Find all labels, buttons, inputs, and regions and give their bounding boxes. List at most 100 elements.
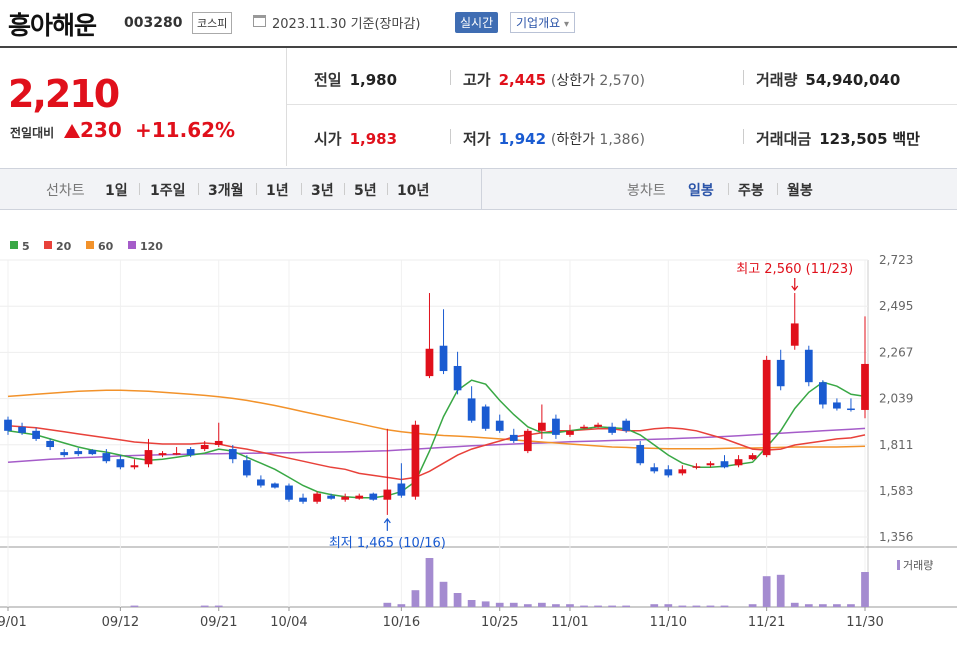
candle-body	[847, 408, 855, 411]
candle-body	[102, 453, 111, 462]
volume-bar	[425, 558, 434, 607]
candle-daily[interactable]: 일봉	[688, 183, 714, 199]
stat-sub-value: 2,570	[599, 73, 640, 89]
stat-label: 전일	[314, 71, 342, 89]
realtime-button[interactable]: 실시간	[455, 12, 499, 33]
y-tick-label: 1,356	[879, 530, 913, 544]
x-tick-label: 11/01	[551, 615, 588, 630]
candle-body	[271, 483, 279, 488]
up-triangle-icon	[64, 124, 80, 138]
stat-amount: 거래대금 123,505 백만	[756, 128, 920, 149]
candle-monthly[interactable]: 월봉	[787, 183, 813, 199]
volume-bar	[833, 604, 841, 607]
line-chart-label: 선차트	[46, 183, 85, 199]
period-3y[interactable]: 3년	[311, 183, 334, 199]
x-tick-label: 11/21	[748, 615, 785, 630]
legend-label-60: 60	[98, 240, 114, 253]
legend-label-120: 120	[140, 240, 163, 253]
volume-bar	[397, 604, 406, 607]
volume-bar	[495, 602, 504, 607]
y-tick-label: 2,039	[879, 392, 913, 406]
stock-name: 흥아해운	[8, 11, 97, 40]
x-tick-label: 09/21	[200, 615, 237, 630]
period-toolbar: 선차트 1일 1주일 3개월 1년 3년 5년 10년 봉차트 일봉 주봉 월봉	[0, 168, 957, 210]
period-1w[interactable]: 1주일	[150, 183, 186, 199]
candle-body	[88, 450, 97, 455]
candle-body	[538, 422, 546, 431]
period-1d[interactable]: 1일	[105, 183, 128, 199]
legend-label-5: 5	[22, 240, 30, 253]
candle-body	[144, 450, 153, 465]
x-tick-label: 10/25	[481, 615, 518, 630]
stock-code: 003280	[124, 15, 183, 31]
x-tick-label: 10/04	[270, 615, 307, 630]
candle-body	[833, 402, 841, 409]
company-overview-label: 기업개요	[516, 16, 561, 30]
calendar-icon	[253, 15, 266, 27]
legend-swatch-5	[10, 241, 18, 249]
stat-value: 54,940,040	[805, 71, 901, 89]
candle-body	[327, 495, 335, 499]
candle-body	[299, 497, 307, 502]
candle-body	[411, 424, 420, 497]
volume-bar	[509, 602, 518, 607]
volume-bar	[481, 601, 490, 607]
period-3m[interactable]: 3개월	[208, 183, 244, 199]
candle-body	[242, 460, 251, 476]
volume-bar	[706, 605, 715, 607]
candle-body	[74, 451, 83, 455]
volume-bar	[664, 604, 673, 607]
volume-legend-swatch	[897, 560, 900, 570]
volume-bar	[523, 604, 532, 607]
volume-bar	[678, 605, 687, 607]
volume-bar	[650, 604, 659, 607]
stat-sub-label: 하한가	[556, 132, 595, 148]
ma-5-line	[7, 379, 866, 499]
volume-bar	[594, 605, 602, 607]
candle-body	[580, 426, 588, 429]
stat-open: 시가 1,983	[314, 128, 397, 149]
volume-bar	[214, 605, 223, 607]
legend-swatch-20	[44, 241, 52, 249]
candle-body	[130, 465, 139, 468]
candle-body	[369, 493, 378, 500]
candle-body	[495, 420, 504, 431]
candle-body	[818, 382, 827, 405]
chevron-down-icon: ▾	[564, 19, 570, 30]
volume-bar	[762, 576, 771, 607]
y-tick-label: 2,267	[879, 345, 913, 359]
candle-body	[481, 406, 490, 429]
stat-value: 2,445	[498, 71, 547, 89]
period-10y[interactable]: 10년	[397, 183, 430, 199]
candle-body	[355, 495, 364, 499]
volume-bar	[720, 605, 729, 607]
candle-body	[257, 479, 265, 486]
candle-body	[158, 453, 167, 456]
period-1y[interactable]: 1년	[266, 183, 289, 199]
volume-bar	[130, 605, 139, 607]
candle-body	[200, 445, 209, 450]
company-overview-dropdown[interactable]: 기업개요 ▾	[510, 12, 576, 33]
candle-body	[720, 461, 729, 468]
volume-bar	[748, 604, 757, 607]
stat-value: 123,505	[819, 130, 888, 148]
current-price: 2,210	[8, 72, 120, 116]
volume-bar	[552, 604, 560, 607]
volume-bar	[776, 574, 785, 607]
period-5y[interactable]: 5년	[354, 183, 377, 199]
price-change: 230	[80, 118, 122, 142]
x-tick-label: 11/30	[846, 615, 883, 630]
volume-bar	[818, 604, 827, 607]
candle-body	[608, 426, 616, 433]
stat-value: 1,980	[349, 71, 398, 89]
stat-volume: 거래량 54,940,040	[756, 69, 900, 90]
candle-body	[692, 466, 701, 468]
candle-weekly[interactable]: 주봉	[738, 183, 764, 199]
candle-body	[523, 430, 532, 452]
stat-prev-close: 전일 1,980	[314, 69, 397, 90]
volume-bar	[608, 605, 616, 607]
volume-bar	[804, 604, 813, 607]
volume-bar	[383, 602, 392, 607]
stat-low: 저가 1,942 (하한가 1,386)	[463, 130, 645, 148]
y-tick-label: 1,583	[879, 484, 913, 498]
